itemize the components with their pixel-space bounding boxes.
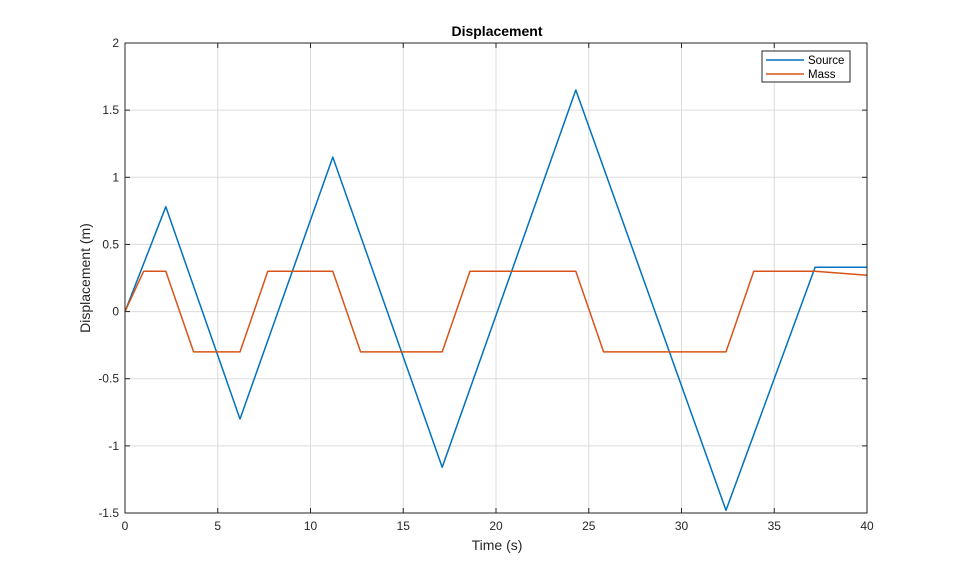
x-tick-label: 5: [214, 519, 221, 533]
y-tick-label: 1.5: [102, 103, 119, 117]
x-tick-label: 15: [397, 519, 411, 533]
y-tick-label: 0.5: [102, 237, 119, 251]
x-tick-label: 35: [768, 519, 782, 533]
x-tick-label: 10: [304, 519, 318, 533]
series-line-mass: [124, 270, 868, 353]
x-tick-label: 25: [582, 519, 596, 533]
x-tick-label: 20: [489, 519, 503, 533]
y-tick-label: -1: [108, 439, 119, 453]
legend-label-mass: Mass: [808, 69, 836, 81]
chart-title: Displacement: [451, 23, 542, 39]
y-tick-label: -1.5: [98, 506, 119, 520]
y-axis-label: Displacement (m): [77, 223, 93, 333]
y-tick-label: 1: [112, 170, 119, 184]
y-tick-label: 2: [112, 36, 119, 50]
x-tick-label: 40: [860, 519, 874, 533]
x-tick-label: 0: [122, 519, 129, 533]
legend-box: [761, 50, 851, 83]
series-line-source: [124, 89, 867, 512]
x-tick-label: 30: [675, 519, 689, 533]
legend-label-source: Source: [808, 55, 844, 67]
series-layer: [124, 89, 868, 512]
x-axis-label: Time (s): [472, 537, 523, 553]
y-tick-label: 0: [112, 305, 119, 319]
y-tick-label: -0.5: [98, 372, 119, 386]
ticks: 0 5 10 15 20 25 30 35 40 -1.5 -1 -0.5 0 0.5 1 1.5 2: [98, 36, 874, 533]
legend: Source Mass: [761, 50, 851, 83]
